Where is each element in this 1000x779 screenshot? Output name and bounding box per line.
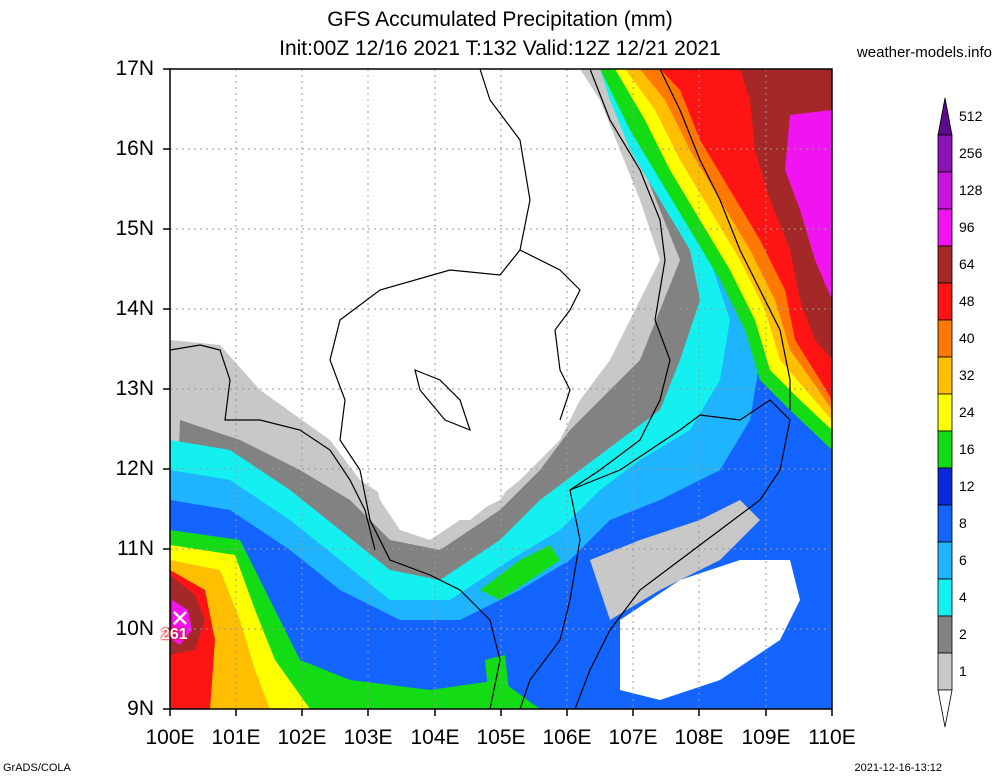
lon-label-102e: 102E — [277, 726, 327, 749]
lat-label-13n: 13N — [115, 377, 154, 400]
footer-timestamp: 2021-12-16-13:12 — [854, 762, 942, 774]
legend-swatch — [937, 245, 953, 284]
lon-label-106e: 106E — [542, 726, 592, 749]
legend-label: 48 — [959, 293, 975, 309]
legend-label: 24 — [959, 404, 975, 420]
legend-label: 128 — [959, 182, 983, 198]
legend-label: 256 — [959, 145, 983, 161]
legend-swatch — [937, 319, 953, 358]
lon-label-103e: 103E — [343, 726, 393, 749]
max-value-label: 261 — [161, 626, 188, 643]
lon-label-108e: 108E — [674, 726, 724, 749]
precip-field — [170, 69, 832, 709]
legend-swatch — [937, 208, 953, 247]
lon-label-100e: 100E — [145, 726, 195, 749]
legend-colorbar — [937, 97, 953, 728]
legend-label: 12 — [959, 478, 975, 494]
legend-swatch — [937, 578, 953, 617]
legend-swatch — [937, 541, 953, 580]
map-title: GFS Accumulated Precipitation (mm) — [327, 8, 673, 31]
legend-swatch — [937, 430, 953, 469]
legend-label: 1 — [959, 663, 967, 679]
legend-swatch — [937, 393, 953, 432]
lat-label-16n: 16N — [115, 137, 154, 160]
lat-label-12n: 12N — [115, 457, 154, 480]
lon-label-101e: 101E — [211, 726, 261, 749]
legend-label: 512 — [959, 108, 983, 124]
lon-label-109e: 109E — [741, 726, 791, 749]
legend-label: 6 — [959, 552, 967, 568]
legend-label: 96 — [959, 219, 975, 235]
legend-swatch — [937, 171, 953, 210]
legend-label: 64 — [959, 256, 975, 272]
map-subtitle: Init:00Z 12/16 2021 T:132 Valid:12Z 12/2… — [279, 37, 721, 60]
legend-swatch — [937, 689, 953, 728]
lon-label-110e: 110E — [808, 726, 856, 749]
legend-swatch — [937, 134, 953, 173]
lat-label-11n: 11N — [117, 537, 154, 560]
max-marker — [173, 611, 187, 625]
lat-label-10n: 10N — [115, 617, 154, 640]
lat-label-15n: 15N — [115, 217, 154, 240]
legend-label: 40 — [959, 330, 975, 346]
legend-swatch — [937, 504, 953, 543]
legend-swatch — [937, 615, 953, 654]
axis-ticks — [163, 68, 833, 716]
legend-swatch — [937, 356, 953, 395]
legend-label: 32 — [959, 367, 975, 383]
lat-label-17n: 17N — [115, 57, 154, 80]
legend-label: 2 — [959, 626, 967, 642]
legend-label: 4 — [959, 589, 967, 605]
legend-swatch — [937, 467, 953, 506]
legend-label: 16 — [959, 441, 975, 457]
source-label: weather-models.info — [856, 44, 992, 61]
lon-label-105e: 105E — [476, 726, 526, 749]
lon-label-104e: 104E — [410, 726, 460, 749]
legend-swatch — [937, 97, 953, 136]
country-borders — [170, 69, 791, 709]
lon-label-107e: 107E — [608, 726, 658, 749]
legend-swatch — [937, 282, 953, 321]
lat-label-9n: 9N — [127, 697, 154, 720]
legend-label: 8 — [959, 515, 967, 531]
graticule — [170, 69, 832, 709]
legend-swatch — [937, 652, 953, 691]
lat-label-14n: 14N — [115, 297, 154, 320]
footer-software-label: GrADS/COLA — [3, 762, 71, 774]
